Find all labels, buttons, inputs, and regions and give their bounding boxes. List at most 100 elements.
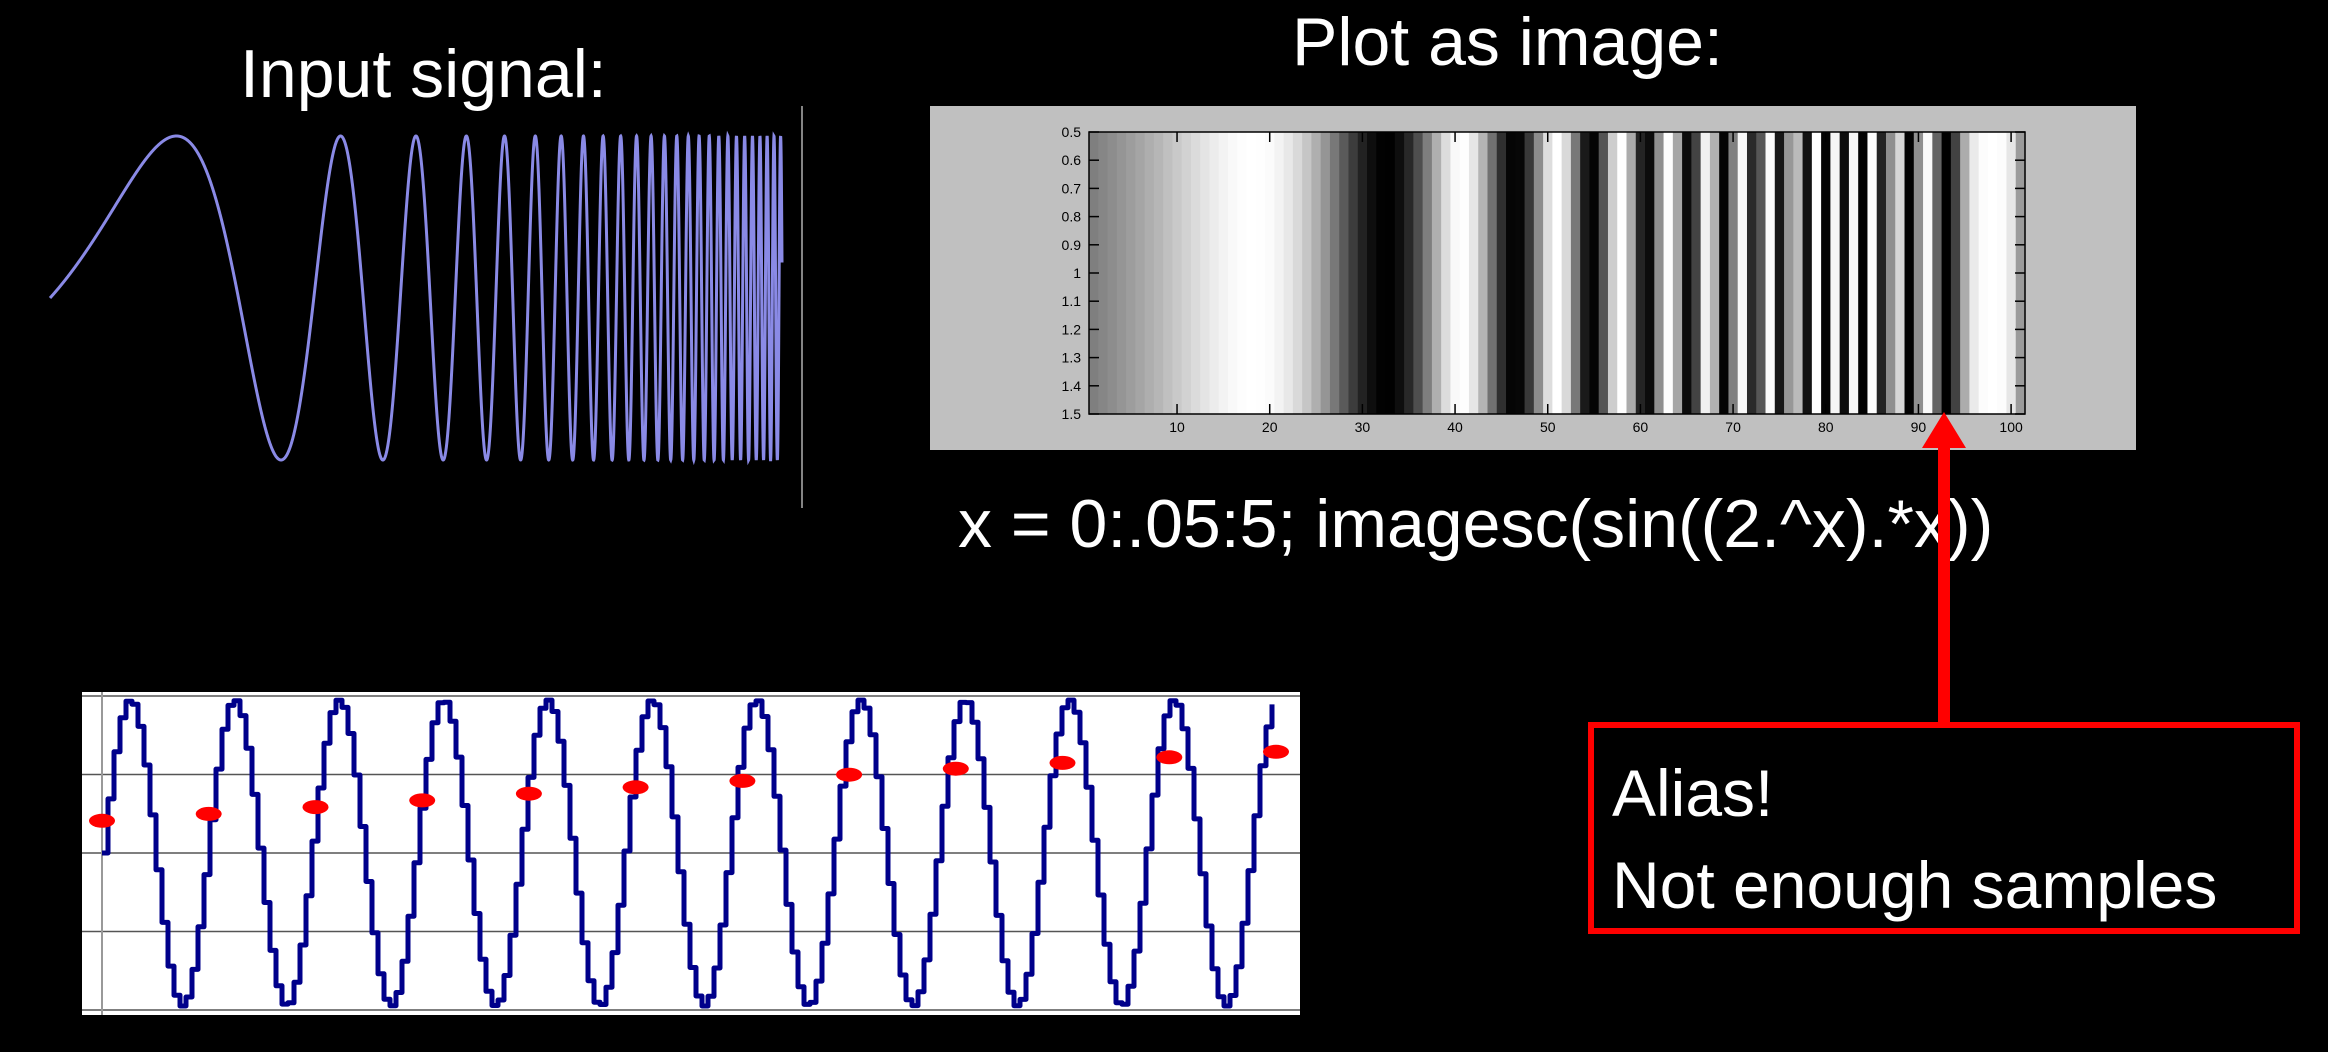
image-stripe [1431,132,1442,414]
image-stripe [1422,132,1433,414]
image-stripe [1987,132,1998,414]
image-stripe [1098,132,1109,414]
image-x-tick-label: 90 [1911,419,1927,435]
image-stripe [1200,132,1211,414]
image-stripe [1746,132,1757,414]
image-x-tick-label: 60 [1633,419,1649,435]
image-y-tick-label: 1.3 [1062,350,1082,366]
image-stripe [1728,132,1739,414]
image-stripe [1997,132,2008,414]
image-y-tick-label: 1 [1073,265,1081,281]
image-y-ticks: 0.5 0.6 0.7 0.8 0.9 1 1.1 1.2 1.3 1.4 1.5 [1062,124,2025,422]
arrow-head [1922,412,1966,448]
image-stripe [1682,132,1692,414]
image-stripe [1246,132,1257,414]
image-stripe [1413,132,1424,414]
image-stripe [1923,132,1933,414]
image-stripe [1895,132,1906,414]
alias-callout-box: Alias! Not enough samples [1588,722,2300,934]
image-stripe [1441,132,1452,414]
image-stripe [1858,132,1869,414]
image-stripe [1709,132,1720,414]
image-stripe [1978,132,1989,414]
image-x-tick-label: 80 [1818,419,1834,435]
image-stripe [1218,132,1229,414]
image-stripe [1311,132,1322,414]
image-stripe [2006,132,2017,414]
image-x-tick-label: 70 [1725,419,1741,435]
image-y-tick-label: 0.6 [1062,152,1082,168]
image-stripe [1645,132,1655,414]
image-stripes [1089,132,2026,414]
image-y-tick-label: 0.7 [1062,180,1082,196]
alias-callout-line2: Not enough samples [1612,848,2218,922]
aliased-sine-plot [82,692,1300,1015]
image-stripe [1774,132,1785,414]
image-stripe [1950,132,1961,414]
image-stripe [1209,132,1220,414]
image-stripe [1867,132,1878,414]
image-stripe [1784,132,1794,414]
image-stripe [1348,132,1359,414]
image-stripe [1570,132,1581,414]
image-stripe [1228,132,1238,414]
aliased-sine-svg [82,692,1300,1015]
image-y-tick-label: 0.9 [1062,237,1082,253]
image-stripe [1172,132,1183,414]
sample-marker [302,800,329,815]
image-stripe [1459,132,1470,414]
image-stripe [1561,132,1572,414]
input-signal-title: Input signal: [240,36,607,112]
image-plot-frame: 10 20 30 40 50 60 70 80 90 100 0.5 0.6 0.7 0.8 0.9 1 1.… [930,106,2136,450]
sample-markers [89,744,1289,828]
image-stripe [1811,132,1822,414]
sine-wave-line [102,697,1275,1009]
image-stripe [1672,132,1683,414]
image-stripe [1524,132,1535,414]
image-stripe [1126,132,1136,414]
sample-marker [1263,744,1289,759]
chirp-line [48,130,784,466]
image-stripe [1941,132,1952,414]
image-stripe [1913,132,1924,414]
sample-marker [195,806,222,821]
sample-marker [515,786,542,801]
image-stripe [1700,132,1711,414]
image-stripe [1376,132,1387,414]
image-stripe [1719,132,1730,414]
image-stripe [1367,132,1377,414]
image-stripe [1885,132,1896,414]
sample-marker [1156,750,1183,765]
image-stripe [1153,132,1164,414]
image-stripe [1802,132,1813,414]
callout-arrow [1922,412,1966,722]
image-stripe [1394,132,1405,414]
image-stripe [1181,132,1192,414]
image-stripe [1654,132,1665,414]
image-y-tick-label: 0.5 [1062,124,1082,140]
image-stripe [1506,132,1516,414]
image-stripe [1163,132,1174,414]
image-stripe [1357,132,1368,414]
image-stripe [1450,132,1461,414]
image-stripe [1839,132,1850,414]
image-stripe [1496,132,1507,414]
image-stripe [1404,132,1414,414]
image-y-tick-label: 1.4 [1062,378,1082,394]
image-stripe [1663,132,1674,414]
image-stripe [1830,132,1841,414]
image-stripe [1237,132,1248,414]
image-stripe [1932,132,1943,414]
image-stripe [1580,132,1591,414]
image-stripe [1292,132,1303,414]
image-stripe [1589,132,1600,414]
image-stripe [1283,132,1294,414]
image-stripe [1552,132,1563,414]
matlab-code-line: x = 0:.05:5; imagesc(sin((2.^x).*x)) [958,486,1994,562]
image-stripe [1274,132,1285,414]
image-stripe [1635,132,1646,414]
image-stripe [1265,132,1275,414]
image-stripe [1793,132,1804,414]
image-x-tick-label: 50 [1540,419,1556,435]
plot-as-image-title: Plot as image: [1292,4,1723,80]
